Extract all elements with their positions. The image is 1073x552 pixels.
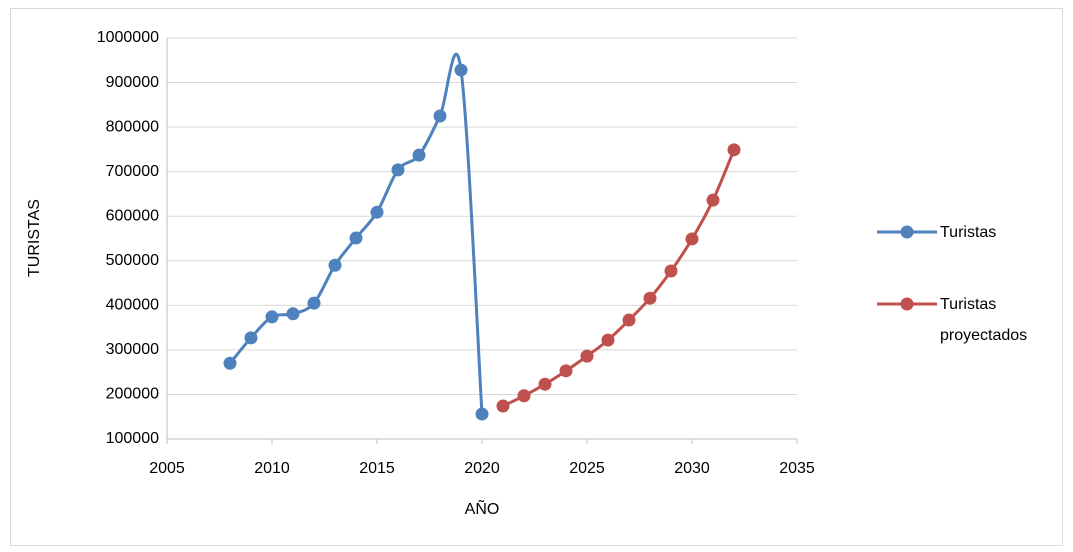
y-tick-label: 300000 [106, 341, 159, 358]
data-point [265, 310, 279, 324]
data-point [223, 356, 237, 370]
legend-marker [900, 225, 914, 239]
data-point [496, 399, 510, 413]
legend-label: Turistas proyectados [940, 295, 1028, 344]
legend-marker [900, 297, 914, 311]
data-point [454, 63, 468, 77]
x-tick-label: 2015 [359, 460, 395, 477]
y-tick-label: 700000 [106, 163, 159, 180]
x-tick-label: 2030 [674, 460, 710, 477]
x-tick-label: 2005 [149, 460, 185, 477]
data-point [664, 264, 678, 278]
data-point [244, 331, 258, 345]
y-tick-label: 100000 [106, 430, 159, 447]
data-point [538, 377, 552, 391]
x-axis-title: AÑO [465, 498, 500, 518]
x-tick-label: 2020 [464, 460, 500, 477]
data-point [685, 232, 699, 246]
data-point [307, 296, 321, 310]
legend-label: Turistas [940, 223, 997, 241]
data-point [412, 148, 426, 162]
x-tick-label: 2035 [779, 460, 815, 477]
y-tick-label: 200000 [106, 386, 159, 403]
data-point [370, 205, 384, 219]
data-point [706, 193, 720, 207]
data-point [580, 349, 594, 363]
x-tick-label: 2025 [569, 460, 605, 477]
data-point [328, 258, 342, 272]
data-point [391, 163, 405, 177]
data-point [286, 307, 300, 321]
y-tick-label: 900000 [106, 74, 159, 91]
data-point [727, 143, 741, 157]
chart-frame [10, 8, 1063, 546]
y-tick-label: 1000000 [97, 29, 159, 46]
data-point [601, 333, 615, 347]
y-tick-label: 600000 [106, 207, 159, 224]
y-tick-label: 400000 [106, 297, 159, 314]
data-point [622, 313, 636, 327]
data-point [643, 291, 657, 305]
data-point [349, 231, 363, 245]
y-axis-title: TURISTAS [26, 199, 43, 277]
x-tick-label: 2010 [254, 460, 290, 477]
data-point [475, 407, 489, 421]
data-point [433, 109, 447, 123]
data-point [517, 389, 531, 403]
data-point [559, 364, 573, 378]
y-tick-label: 800000 [106, 118, 159, 135]
y-tick-label: 500000 [106, 252, 159, 269]
